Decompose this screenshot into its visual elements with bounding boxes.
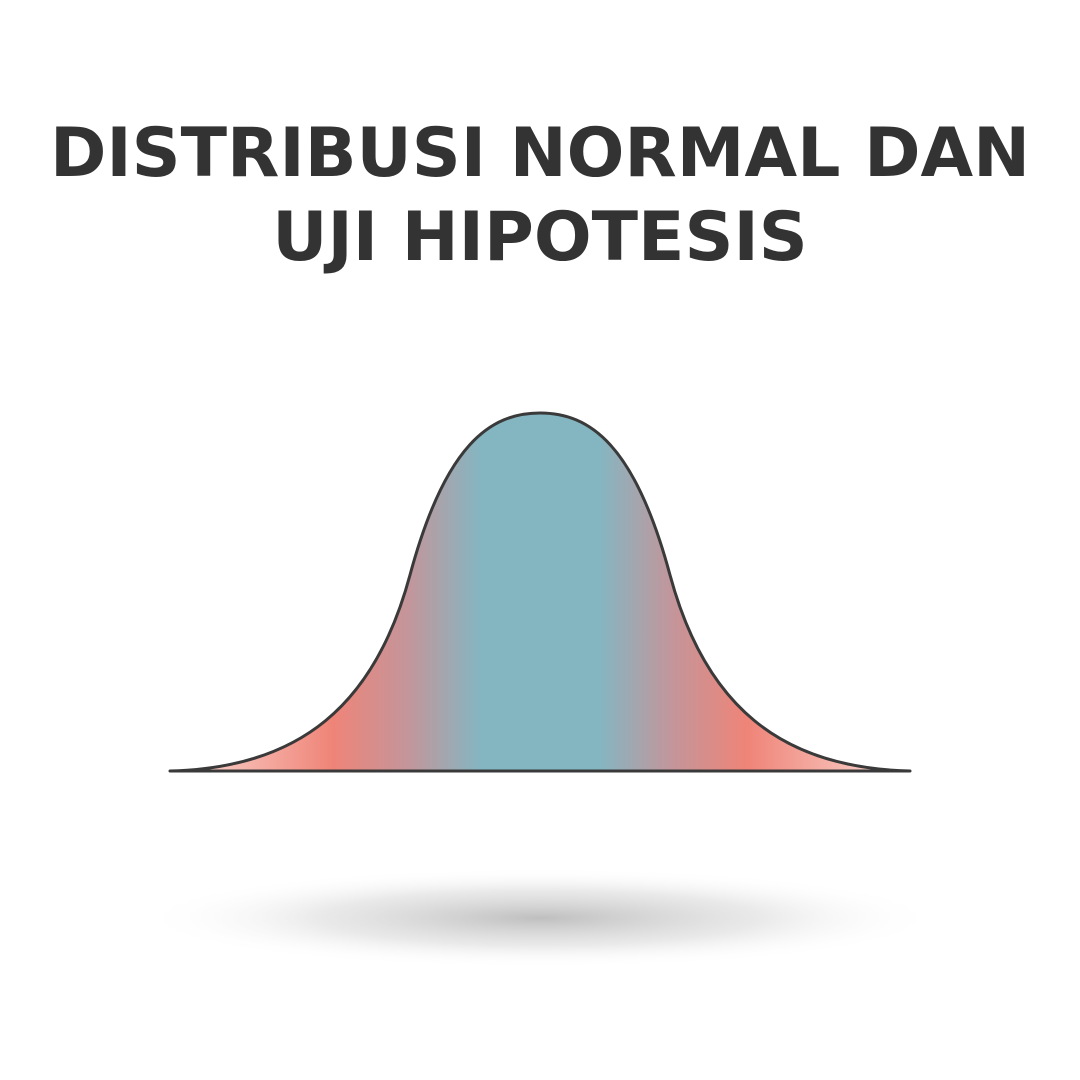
bell-area [170,413,910,771]
title-line-2: UJI HIPOTESIS [272,198,808,277]
bell-outline [169,411,911,773]
shadow [140,868,940,968]
page-title: DISTRIBUSI NORMAL DAN UJI HIPOTESIS [0,112,1080,280]
title-line-1: DISTRIBUSI NORMAL DAN [49,114,1031,193]
